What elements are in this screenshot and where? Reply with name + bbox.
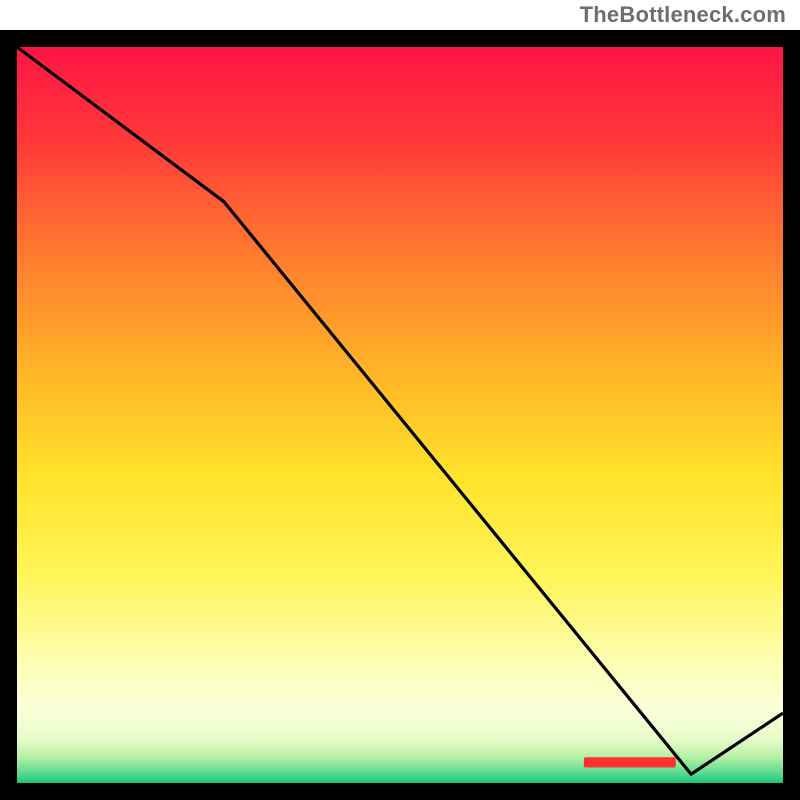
bottom-marker [584,757,676,767]
bottleneck-chart [0,0,800,800]
watermark-text: TheBottleneck.com [580,2,786,28]
